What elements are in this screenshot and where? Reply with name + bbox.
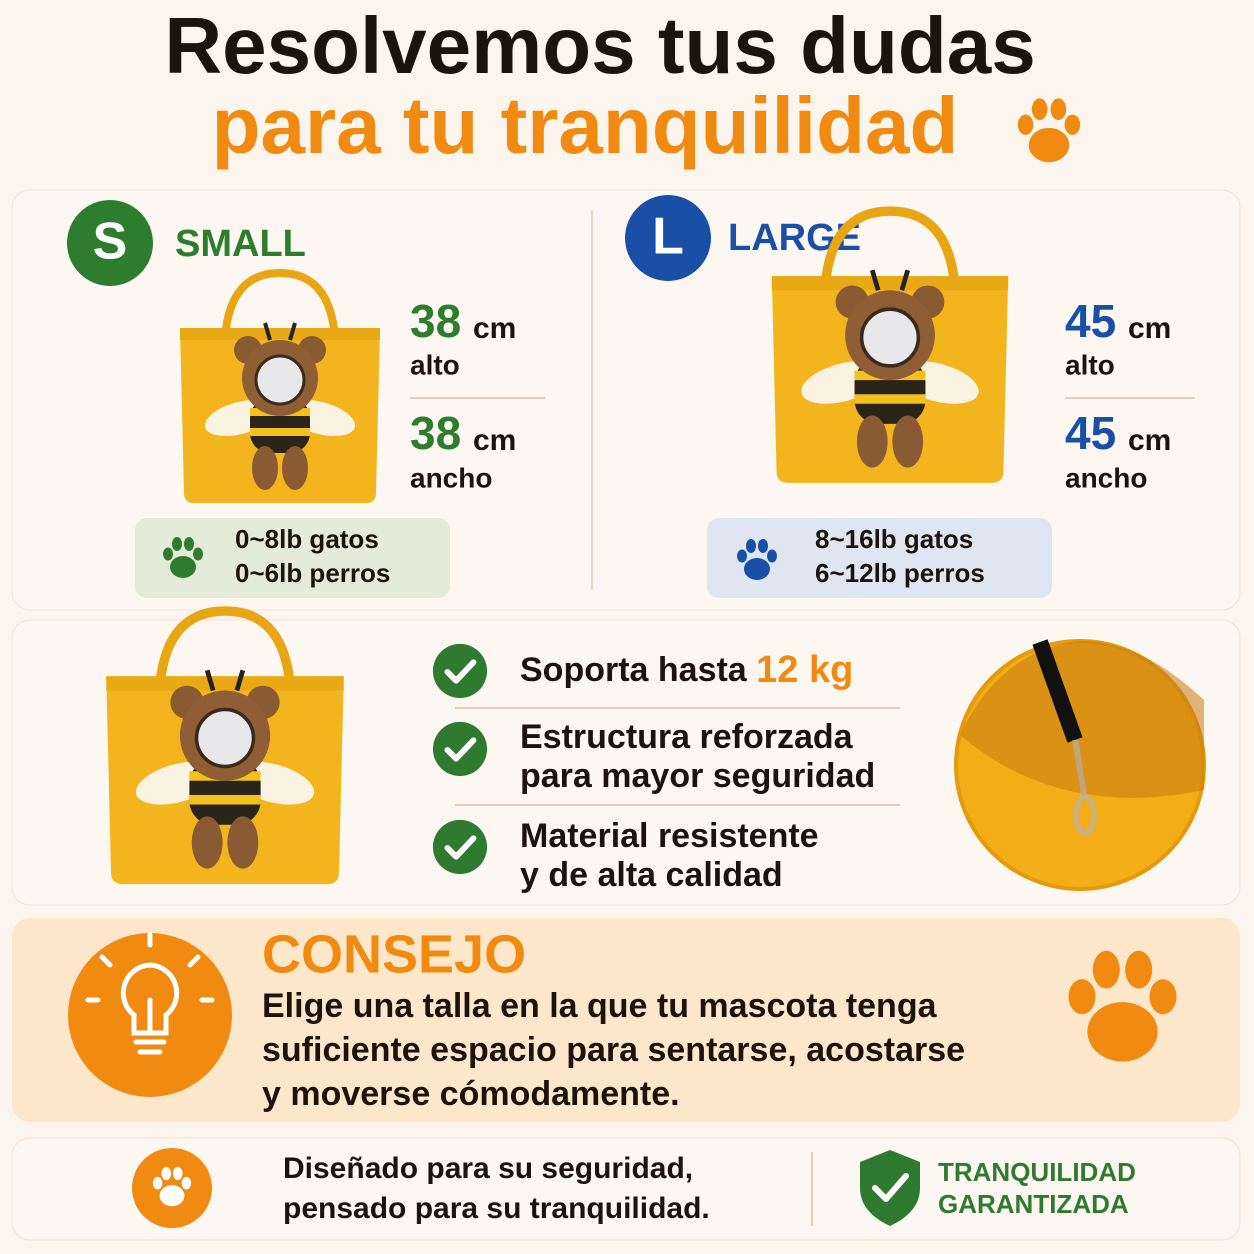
title: Resolvemos tus dudas [164,1,1035,90]
capacity-line: 6~12lb perros [815,558,985,588]
bulb-icon [68,932,232,1097]
size-badge [67,200,153,286]
height-unit: cm [1128,312,1171,345]
capacity-box [707,518,1052,598]
footer-line: Diseñado para su seguridad, [283,1152,693,1185]
tip-title: CONSEJO [262,924,526,984]
height-label: alto [1065,349,1115,380]
feature-line: Estructura reforzada [520,718,854,756]
subtitle: para tu tranquilidad [212,81,959,170]
feature-line: y de alta calidad [520,856,783,894]
shield-icon [860,1150,920,1226]
size-badge-letter: S [93,213,128,271]
tip-line: suficiente espacio para sentarse, acosta… [262,1031,965,1069]
feature-highlight: 12 kg [756,649,853,691]
width-label: ancho [1065,462,1147,493]
width-value: 38 [410,407,461,459]
capacity-line: 0~6lb perros [235,558,390,588]
width-unit: cm [473,424,516,457]
size-badge [625,195,711,281]
tip-panel [12,918,1240,1122]
capacity-line: 8~16lb gatos [815,524,973,554]
footer-line: pensado para su tranquilidad. [283,1192,710,1225]
width-value: 45 [1065,407,1116,459]
check-icon [433,644,487,698]
height-value: 45 [1065,295,1116,347]
capacity-line: 0~8lb gatos [235,524,379,554]
height-unit: cm [473,312,516,345]
tip-line: y moverse cómodamente. [262,1075,680,1113]
badge-line: GARANTIZADA [938,1189,1129,1219]
footer-panel [11,1137,1241,1241]
height-label: alto [410,349,460,380]
feature-text: Soporta hasta 12 kg [520,649,853,691]
detail-image [954,639,1206,891]
badge-line: TRANQUILIDAD [938,1157,1136,1187]
size-badge-letter: L [652,208,684,266]
width-label: ancho [410,462,492,493]
check-icon [433,820,487,874]
capacity-box [135,518,450,598]
paw-icon [1017,98,1081,163]
feature-text-part: Soporta hasta [520,651,748,689]
height-value: 38 [410,295,461,347]
tip-line: Elige una talla en la que tu mascota ten… [262,987,938,1025]
width-unit: cm [1128,424,1171,457]
feature-line: para mayor seguridad [520,757,875,795]
feature-line: Material resistente [520,817,819,855]
check-icon [433,722,487,776]
size-name: SMALL [175,223,306,265]
